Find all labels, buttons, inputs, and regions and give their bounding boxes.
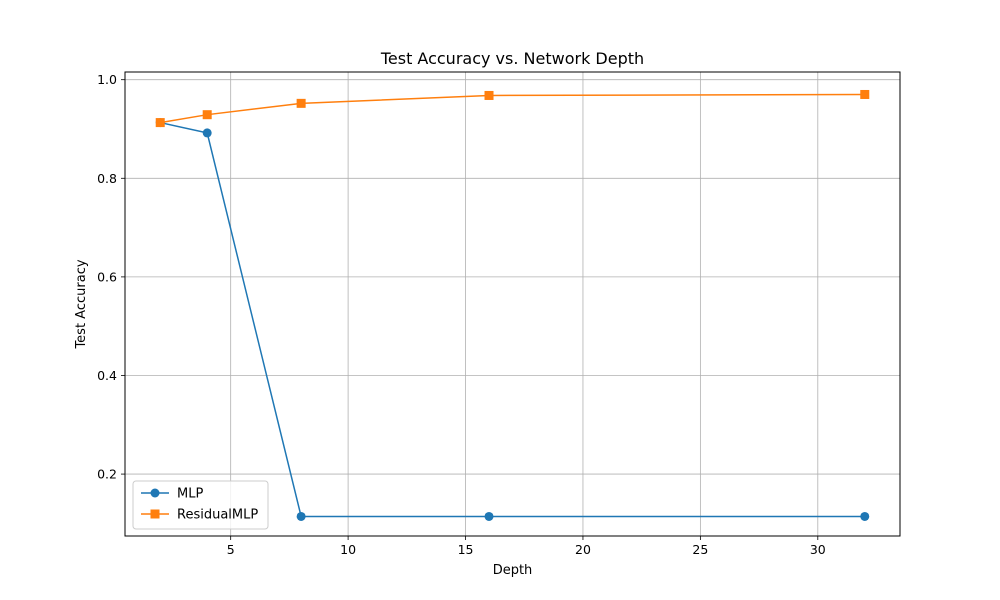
data-point-residualmlp: [860, 89, 870, 99]
chart-title: Test Accuracy vs. Network Depth: [380, 49, 644, 68]
x-tick-label: 20: [575, 542, 591, 557]
legend-label: MLP: [177, 487, 203, 502]
data-point-mlp: [860, 511, 870, 521]
legend-marker: [150, 488, 160, 498]
y-axis: 0.2 0.4 0.6 0.8 1.0: [97, 72, 125, 482]
data-point-residualmlp: [202, 110, 212, 120]
y-tick-label: 0.2: [97, 467, 117, 482]
series-line-mlp: [160, 121, 865, 518]
x-axis-label: Depth: [493, 563, 533, 578]
data-point-residualmlp: [155, 118, 165, 128]
y-tick-label: 0.4: [97, 368, 117, 383]
x-tick-label: 25: [692, 542, 708, 557]
y-tick-label: 1.0: [97, 72, 117, 87]
y-axis-label: Test Accuracy: [74, 259, 89, 349]
data-point-mlp: [484, 511, 494, 521]
x-axis: 5 10 15 20 25 30: [227, 536, 826, 557]
series-line-residualmlp: [160, 93, 865, 124]
x-tick-label: 5: [227, 542, 235, 557]
y-tick-label: 0.6: [97, 269, 117, 284]
legend-marker: [150, 509, 160, 519]
legend: MLP ResidualMLP: [132, 480, 269, 530]
legend-label: ResidualMLP: [177, 508, 258, 523]
x-tick-label: 30: [810, 542, 826, 557]
data-point-residualmlp: [296, 98, 306, 108]
data-point-residualmlp: [484, 90, 494, 100]
x-tick-label: 10: [340, 542, 356, 557]
grid: [125, 72, 900, 536]
series-layer: [155, 89, 870, 521]
x-tick-label: 15: [458, 542, 474, 557]
data-point-mlp: [202, 128, 212, 138]
plot-area: [124, 71, 901, 537]
y-tick-label: 0.8: [97, 171, 117, 186]
data-point-mlp: [296, 511, 306, 521]
